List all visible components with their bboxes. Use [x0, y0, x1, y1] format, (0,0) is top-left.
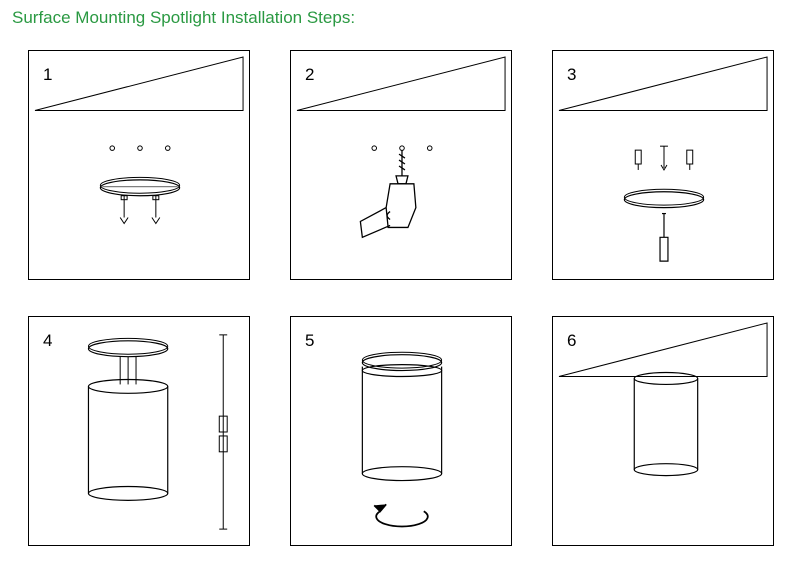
step-tile-4: 4: [28, 316, 250, 546]
step-3-diagram: [553, 51, 773, 279]
step-4-diagram: [29, 317, 249, 545]
page-title: Surface Mounting Spotlight Installation …: [12, 8, 355, 28]
step-1-diagram: [29, 51, 249, 279]
steps-grid: 1: [28, 50, 774, 546]
step-tile-3: 3: [552, 50, 774, 280]
step-tile-6: 6: [552, 316, 774, 546]
step-tile-1: 1: [28, 50, 250, 280]
step-2-diagram: [291, 51, 511, 279]
step-6-diagram: [553, 317, 773, 545]
step-5-diagram: [291, 317, 511, 545]
step-tile-5: 5: [290, 316, 512, 546]
step-tile-2: 2: [290, 50, 512, 280]
